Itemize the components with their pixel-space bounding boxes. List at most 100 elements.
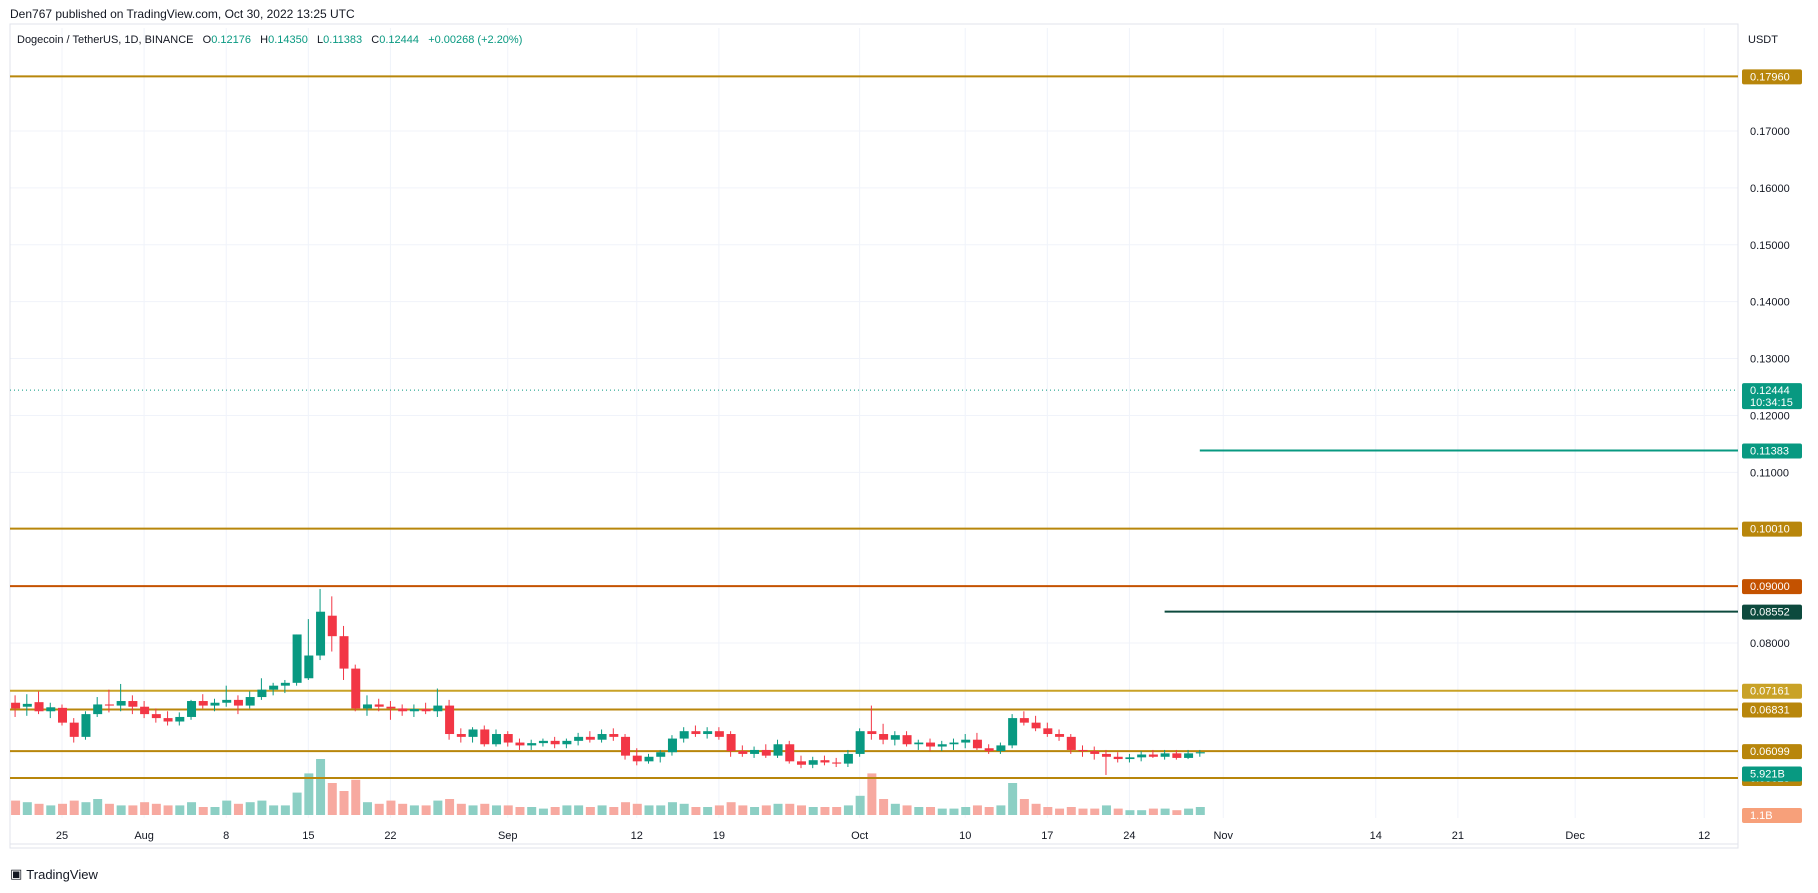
volume-bar	[316, 759, 326, 815]
volume-bar	[914, 807, 924, 815]
volume-bar	[163, 805, 173, 815]
volume-low-badge	[1742, 808, 1802, 823]
time-tick-label: 15	[302, 830, 314, 842]
candle-body	[362, 704, 372, 709]
level-price-label: 0.07161	[1750, 686, 1790, 698]
candle-body	[1043, 728, 1053, 735]
candle-body	[609, 734, 619, 737]
candle-body	[902, 735, 912, 745]
volume-bar	[926, 807, 936, 815]
volume-bar	[855, 795, 865, 815]
volume-bar	[820, 807, 830, 815]
candle-body	[1160, 753, 1170, 757]
time-tick-label: 10	[959, 830, 971, 842]
volume-bar	[327, 783, 337, 815]
candle-body	[820, 760, 830, 763]
candle-body	[773, 744, 783, 756]
volume-bar	[140, 802, 150, 815]
volume-bar	[949, 808, 959, 815]
candle-body	[926, 742, 936, 747]
level-price-label: 0.06099	[1750, 746, 1790, 758]
volume-bar	[515, 807, 525, 815]
time-tick-label: 24	[1123, 830, 1135, 842]
volume-bar	[562, 805, 572, 815]
volume-bar	[468, 805, 478, 815]
candle-body	[480, 729, 490, 745]
candle-body	[386, 706, 396, 709]
volume-bar	[245, 802, 255, 815]
candle-body	[445, 705, 455, 735]
candle-body	[949, 742, 959, 745]
volume-bar	[1031, 803, 1041, 815]
candle-body	[538, 740, 548, 744]
segment-price-badge	[1742, 604, 1802, 620]
level-price-label: 0.10010	[1750, 524, 1790, 536]
volume-bar	[984, 807, 994, 815]
price-tick-label: 0.08000	[1750, 638, 1790, 650]
brand-text: TradingView	[26, 866, 98, 882]
candle-body	[585, 736, 595, 740]
volume-bar	[550, 807, 560, 815]
volume-bar	[1066, 807, 1076, 815]
volume-bar	[761, 805, 771, 815]
volume-bar	[691, 807, 701, 815]
tradingview-brand[interactable]: ▣ TradingView	[10, 866, 98, 882]
candle-body	[1019, 718, 1029, 723]
volume-bar	[46, 805, 56, 815]
candle-body	[1078, 749, 1088, 752]
candle-body	[808, 760, 818, 765]
candle-body	[691, 731, 701, 735]
volume-bar	[714, 805, 724, 815]
candle-body	[351, 668, 361, 709]
time-tick-label: 8	[223, 830, 229, 842]
candle-body	[456, 734, 466, 737]
volume-bar	[1090, 808, 1100, 815]
volume-bar	[409, 805, 419, 815]
segment-price-label: 0.08552	[1750, 607, 1790, 619]
volume-bar	[1101, 805, 1111, 815]
candle-body	[93, 704, 103, 715]
candle-body	[703, 731, 713, 735]
volume-bar	[398, 803, 408, 815]
volume-bar	[667, 802, 677, 815]
candle-body	[1195, 752, 1205, 754]
volume-bar	[902, 805, 912, 815]
candle-body	[433, 705, 443, 712]
candle-body	[11, 702, 21, 709]
volume-value-label: 5.921B	[1750, 768, 1785, 780]
candle-body	[750, 749, 760, 754]
volume-bar	[996, 805, 1006, 815]
candle-body	[855, 731, 865, 754]
symbol-legend: Dogecoin / TetherUS, 1D, BINANCE O0.1217…	[17, 34, 522, 46]
volume-bar	[808, 807, 818, 815]
volume-bar	[574, 805, 584, 815]
candle-body	[1055, 734, 1065, 737]
volume-bar	[632, 803, 642, 815]
volume-bar	[1184, 808, 1194, 815]
volume-bar	[1043, 807, 1053, 815]
candle-body	[527, 743, 537, 746]
last-price-countdown: 10:34:15	[1750, 397, 1793, 409]
candle-body	[1137, 754, 1147, 758]
volume-value-badge	[1742, 766, 1802, 782]
volume-bar	[585, 807, 595, 815]
candle-body	[843, 753, 853, 764]
candle-body	[679, 731, 689, 739]
volume-bar	[1148, 808, 1158, 815]
candle-body	[34, 702, 44, 712]
level-price-label: 0.06831	[1750, 705, 1790, 717]
candle-body	[339, 636, 349, 669]
symbol-title: Dogecoin / TetherUS, 1D, BINANCE	[17, 34, 194, 46]
candle-body	[116, 701, 126, 706]
volume-bar	[609, 807, 619, 815]
candle-body	[1113, 756, 1123, 760]
volume-bar	[351, 779, 361, 815]
volume-bar	[879, 799, 889, 815]
close-value: 0.12444	[379, 34, 420, 46]
volume-bar	[679, 803, 689, 815]
candle-body	[984, 748, 994, 752]
segment-price-badge	[1742, 443, 1802, 459]
candle-body	[550, 740, 560, 745]
